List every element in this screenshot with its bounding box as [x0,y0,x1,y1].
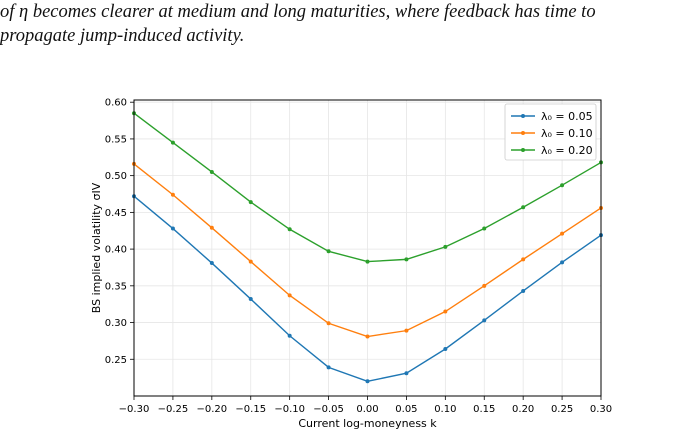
y-tick-label: 0.55 [105,134,127,145]
x-tick-label: 0.10 [434,404,456,415]
series-3-point [560,183,565,188]
series-2-point [443,309,448,314]
series-1-point [365,379,370,384]
series-3-point [287,227,292,232]
y-tick-label: 0.30 [105,318,127,329]
series-2-point [287,293,292,298]
series-3-point [482,226,487,231]
series-1-point [170,226,175,231]
series-2-point [404,328,409,333]
series-2-point [521,257,526,262]
x-tick-label: −0.10 [274,404,305,415]
series-1-point [404,371,409,376]
legend-label-1: λ₀ = 0.05 [541,110,593,123]
y-axis-label: BS implied volatility σIV [90,182,103,313]
legend-marker-3 [521,148,525,152]
x-tick-label: 0.05 [395,404,417,415]
series-1-point [521,288,526,293]
series-1-point [248,297,253,302]
legend-label-2: λ₀ = 0.10 [541,127,593,140]
series-2-point [326,321,331,326]
x-tick-label: −0.20 [197,404,228,415]
x-tick-label: −0.05 [313,404,344,415]
series-1-point [560,260,565,265]
x-axis: −0.30 −0.25 −0.20 −0.15 −0.10 −0.05 0.00 0.05 0.… [119,396,612,415]
series-2-point [365,334,370,339]
paragraph-line-1: of η becomes clearer at medium and long … [0,2,596,22]
paragraph-line-2: propagate jump-induced activity. [0,26,245,46]
y-tick-label: 0.45 [105,208,127,219]
y-tick-label: 0.35 [105,281,127,292]
series-3-point [365,259,370,264]
legend: λ₀ = 0.05 λ₀ = 0.10 λ₀ = 0.20 [504,103,597,161]
x-tick-label: 0.15 [473,404,495,415]
series-3-point [248,200,253,205]
series-3-point [326,249,331,254]
x-tick-label: 0.30 [590,404,612,415]
series-group [132,111,603,384]
series-2-point [209,225,214,230]
legend-marker-2 [521,131,525,135]
series-3-point [443,244,448,249]
series-3-point [209,169,214,174]
x-tick-label: 0.00 [356,404,378,415]
series-2-point [482,283,487,288]
x-tick-label: −0.30 [119,404,150,415]
paragraph: of η becomes clearer at medium and long … [0,0,700,48]
series-2-point [170,192,175,197]
legend-box [504,103,597,161]
x-tick-label: −0.25 [158,404,189,415]
x-tick-label: −0.15 [235,404,266,415]
series-1-point [482,318,487,323]
y-tick-label: 0.25 [105,355,127,366]
y-axis: 0.25 0.30 0.35 0.40 0.45 0.50 0.55 0.60 [105,98,134,366]
series-1-point [326,365,331,370]
y-tick-label: 0.50 [105,171,127,182]
series-3-point [170,140,175,145]
series-1-point [443,346,448,351]
y-tick-label: 0.60 [105,98,127,109]
series-1-point [287,333,292,338]
series-3-point [404,257,409,262]
series-2-point [248,259,253,264]
legend-marker-1 [521,114,525,118]
series-3-point [521,205,526,210]
x-tick-label: 0.20 [512,404,534,415]
series-1-point [209,261,214,266]
y-tick-label: 0.40 [105,245,127,256]
x-tick-label: 0.25 [551,404,573,415]
legend-label-3: λ₀ = 0.20 [541,144,593,157]
series-2-point [560,231,565,236]
x-axis-label: Current log-moneyness k [298,417,437,430]
